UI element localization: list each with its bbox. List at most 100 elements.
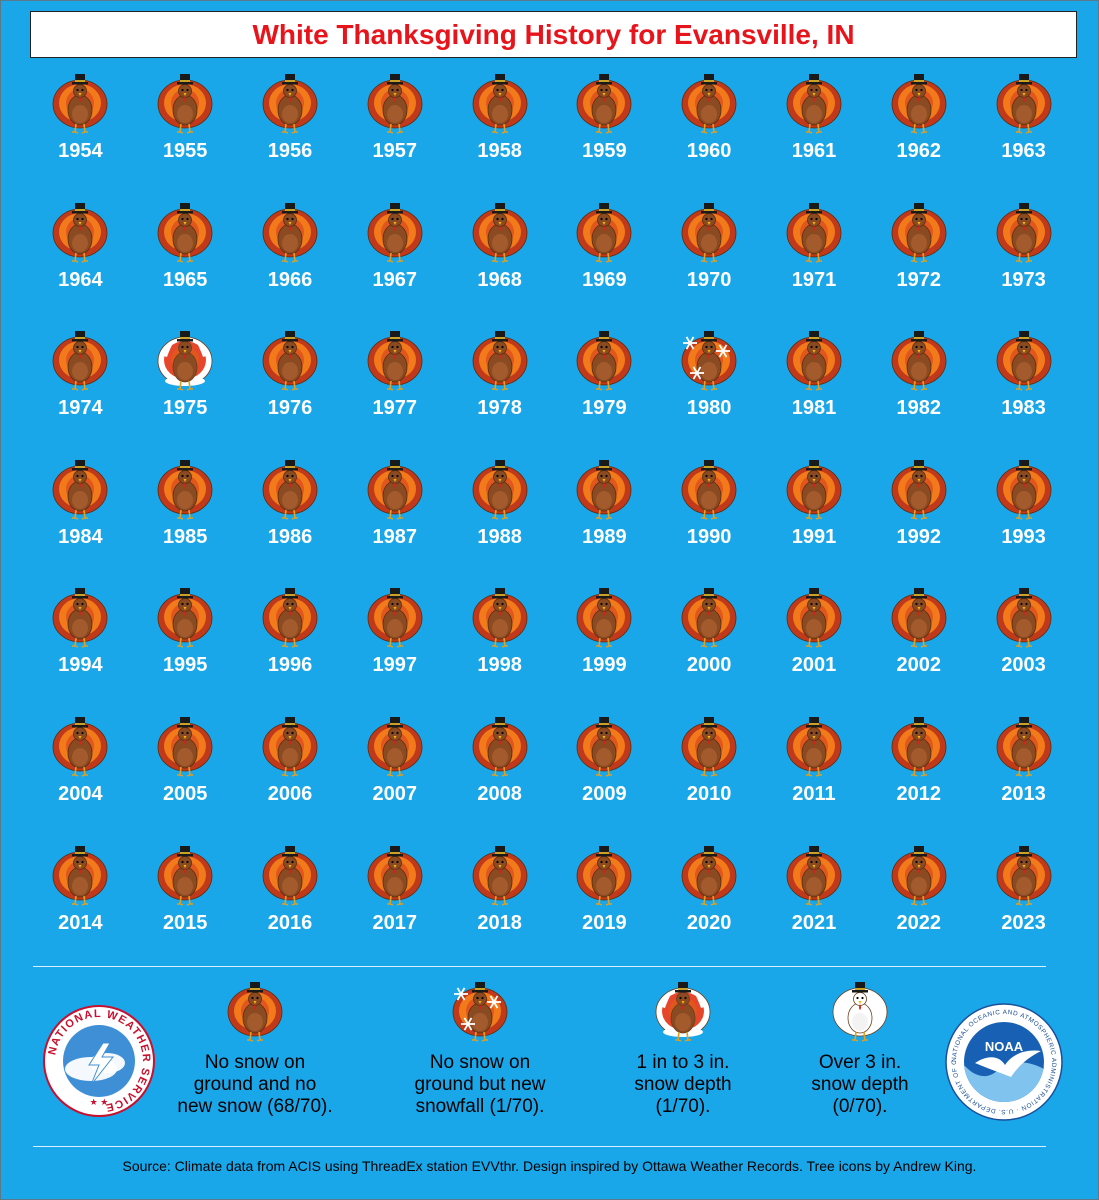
year-label: 1994 [58,654,103,677]
year-label: 1970 [686,268,732,291]
turkey-icon [996,331,1051,391]
year-cell: 1968 [447,199,552,328]
year-cell: 1981 [762,327,867,456]
year-cell: 2007 [342,713,447,842]
year-cell: 1984 [28,456,133,585]
year-label: 1981 [791,397,837,420]
year-cell: 1969 [552,199,657,328]
turkey-icon [367,716,423,777]
year-cell: 1957 [342,70,447,199]
year-label: 1958 [477,140,522,162]
year-cell: 1955 [133,70,238,199]
year-label: 1961 [791,140,837,162]
year-label: 2003 [1001,654,1046,677]
year-cell: 2000 [657,584,762,713]
year-cell: 1991 [762,456,867,585]
year-cell: 1998 [447,584,552,713]
year-label: 2008 [477,782,522,805]
year-cell: 1993 [971,456,1076,585]
year-cell: 1963 [971,70,1076,199]
year-cell: 1990 [657,456,762,585]
year-cell: 2021 [762,842,867,971]
turkey-icon [262,202,318,263]
year-cell: 1995 [133,584,238,713]
year-cell: 2004 [28,713,133,842]
turkey-snow-covered-icon [832,982,888,1042]
year-label: 2013 [1001,782,1046,805]
year-label: 2015 [162,911,208,934]
turkey-icon [786,588,842,649]
turkey-icon [52,331,108,391]
turkey-icon [227,982,283,1042]
noaa-logo-icon: NATIONAL OCEANIC AND ATMOSPHERIC ADMINIS… [945,1003,1063,1121]
year-cell: 2013 [971,713,1076,842]
year-label: 1973 [1001,268,1046,291]
turkey-icon [786,459,842,520]
turkey-icon [262,716,318,777]
year-cell: 1982 [866,327,971,456]
turkey-icon [891,331,947,391]
year-cell: 2001 [762,584,867,713]
year-cell: 1954 [28,70,133,199]
year-label: 1982 [896,397,942,420]
turkey-icon [891,716,947,777]
year-cell: 1978 [447,327,552,456]
year-label: 1956 [267,140,313,162]
turkey-icon [996,716,1051,777]
turkey-icon [367,74,423,134]
turkey-icon [157,74,213,134]
year-cell: 1962 [866,70,971,199]
year-label: 1996 [267,654,313,677]
year-cell: 1966 [238,199,343,328]
year-cell: 1972 [866,199,971,328]
year-label: 1963 [1001,140,1046,162]
turkey-icon [157,459,213,520]
year-cell: 1985 [133,456,238,585]
year-grid: 1954 1955 1956 1957 1958 1959 1960 1961 1962 1963… [28,70,1078,970]
year-cell: 2002 [866,584,971,713]
turkey-icon [681,459,737,520]
year-label: 2004 [58,782,103,805]
year-cell: 2011 [762,713,867,842]
turkey-icon [52,74,108,134]
year-label: 2006 [267,782,313,805]
year-label: 2000 [686,654,732,677]
year-label: 1971 [791,268,837,291]
nws-logo-icon: NATIONAL WEATHER SERVICE ★ ★ [43,1005,155,1117]
turkey-icon [786,331,842,391]
turkey-icon [576,331,632,391]
year-cell: 1959 [552,70,657,199]
turkey-icon [681,202,737,263]
year-label: 2022 [896,911,942,934]
year-cell: 1970 [657,199,762,328]
year-cell: 1964 [28,199,133,328]
turkey-icon [367,202,423,263]
year-label: 1988 [477,525,522,548]
turkey-icon [996,845,1051,906]
year-label: 1977 [372,397,418,420]
turkey-icon [891,588,947,649]
turkey-icon [576,588,632,649]
year-cell: 2019 [552,842,657,971]
year-label: 2001 [791,654,837,677]
year-label: 1999 [582,654,627,677]
turkey-icon [367,459,423,520]
svg-text:★ ★: ★ ★ [90,1097,109,1107]
year-cell: 1976 [238,327,343,456]
legend-item-depth-1-3: 1 in to 3 in. snow depth (1/70). [588,978,778,1118]
year-label: 1990 [686,525,732,548]
year-label: 1986 [267,525,313,548]
turkey-icon [786,845,842,906]
turkey-icon [157,588,213,649]
year-label: 2018 [477,911,522,934]
year-label: 1976 [267,397,313,420]
year-label: 2007 [372,782,418,805]
turkey-icon [891,845,947,906]
year-cell: 1960 [657,70,762,199]
turkey-icon [891,202,947,263]
turkey-icon [996,459,1051,520]
year-label: 1957 [372,140,418,162]
year-label: 1995 [162,654,208,677]
legend-label-no-snow: No snow on ground and no new snow (68/70… [177,1052,333,1117]
year-cell: 2020 [657,842,762,971]
